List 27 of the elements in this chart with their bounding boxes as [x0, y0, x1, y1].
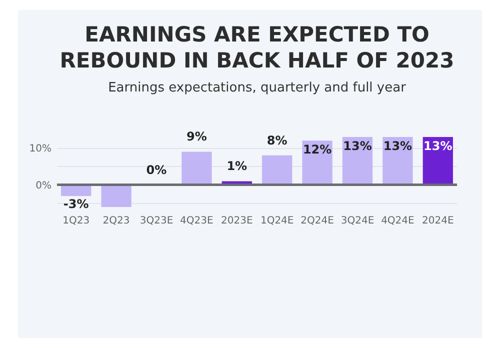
x-tick-label: 1Q24E	[260, 216, 294, 226]
x-tick-label: 2Q24E	[300, 216, 334, 226]
data-label: -3%	[63, 196, 89, 211]
data-label: 9%	[186, 130, 207, 144]
x-tick-label: 3Q24E	[340, 216, 374, 226]
x-tick-label: 3Q23E	[140, 216, 174, 226]
data-label: 13%	[383, 139, 412, 153]
chart-subtitle: Earnings expectations, quarterly and full year	[108, 80, 407, 96]
chart-title: EARNINGS ARE EXPECTED TO REBOUND IN BACK HALF OF 2023	[60, 22, 454, 73]
data-label: 13%	[343, 139, 372, 153]
x-tick-label: 4Q24E	[381, 216, 414, 226]
x-tick-label: 2024E	[422, 216, 454, 226]
x-tick-label: 4Q23E	[180, 216, 214, 226]
x-tick-label: 2023E	[221, 216, 253, 226]
data-label: 12%	[302, 142, 332, 157]
bar	[101, 184, 132, 207]
data-label: 8%	[266, 133, 288, 148]
bar	[182, 152, 212, 185]
data-label: 1%	[226, 159, 248, 174]
x-tick-label: 1Q23	[62, 216, 90, 226]
x-tick-label: 2Q23	[102, 216, 130, 226]
data-label: 0%	[146, 162, 167, 177]
bar	[262, 155, 292, 185]
data-label: 13%	[424, 139, 452, 153]
bar	[61, 184, 92, 196]
y-tick-label: 10%	[29, 144, 52, 155]
bar	[382, 137, 413, 185]
